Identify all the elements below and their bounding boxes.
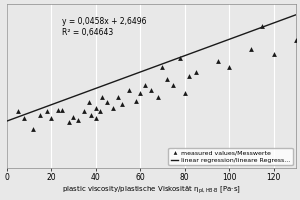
Point [71,115,76,118]
Point [49,117,53,120]
Point [127,88,131,92]
Point [60,108,64,111]
Point [187,74,191,77]
Point [193,70,198,74]
Point [104,101,109,104]
Point [271,53,276,56]
Point [98,110,102,113]
Point [15,110,20,113]
X-axis label: plastic viscosity/plastische Viskosität $\mathregular{\eta_{pl,HB\text{-}B}}$ [P: plastic viscosity/plastische Viskosität … [62,184,241,196]
Point [249,47,254,50]
Point [44,110,49,113]
Point [56,108,60,111]
Point [75,119,80,122]
Point [82,110,87,113]
Point [111,106,116,109]
Point [160,65,165,68]
Point [293,38,298,41]
Point [100,95,105,99]
Point [93,106,98,109]
Point [31,128,36,131]
Point [155,95,160,99]
Point [178,56,182,59]
Point [216,60,220,63]
Point [67,120,71,124]
Point [93,117,98,120]
Point [182,92,187,95]
Point [22,117,27,120]
Point [142,83,147,86]
Point [149,88,154,92]
Point [171,83,176,86]
Point [86,101,91,104]
Point [227,65,232,68]
Legend: measured values/Messwerte, linear regression/lineare Regress...: measured values/Messwerte, linear regres… [169,148,293,165]
Point [164,78,169,81]
Point [260,24,265,27]
Point [133,99,138,102]
Point [138,92,142,95]
Text: y = 0,0458x + 2,6496
R² = 0,64643: y = 0,0458x + 2,6496 R² = 0,64643 [62,17,147,37]
Point [38,113,42,117]
Point [89,113,94,117]
Point [116,95,120,99]
Point [120,103,125,106]
